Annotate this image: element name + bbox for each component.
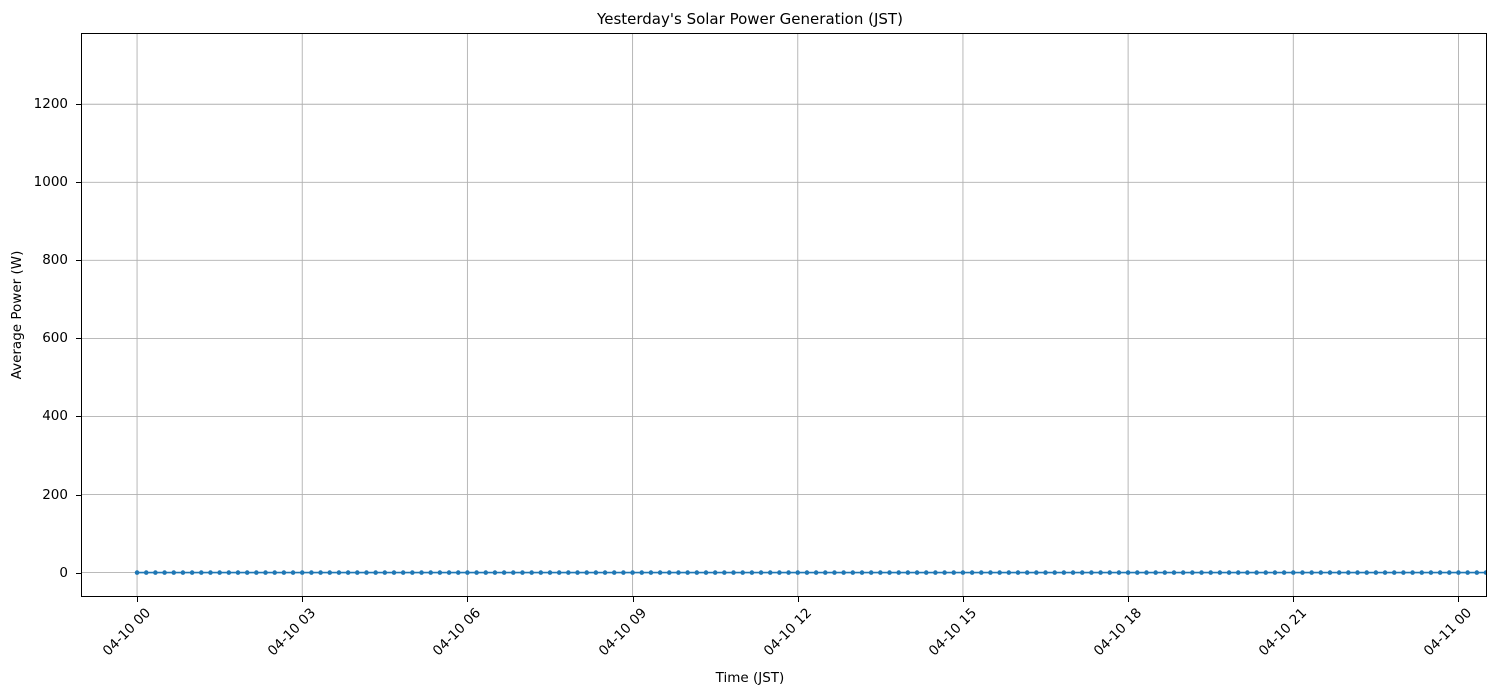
chart-title: Yesterday's Solar Power Generation (JST): [597, 10, 903, 28]
y-tick-mark: [76, 104, 81, 106]
y-tick-mark: [76, 182, 81, 184]
x-tick-label: 04-11 00: [1421, 605, 1476, 660]
x-tick-mark: [467, 597, 469, 602]
y-axis-label: Average Power (W): [9, 250, 25, 380]
x-tick-label: 04-10 00: [99, 605, 155, 660]
y-tick-label: 0: [59, 564, 68, 581]
x-tick-mark: [1458, 597, 1460, 602]
y-tick-mark: [76, 416, 81, 418]
y-tick-label: 200: [42, 486, 68, 503]
y-tick-mark: [76, 572, 81, 574]
power-series-line: [136, 571, 1486, 574]
x-tick-mark: [137, 597, 139, 602]
x-tick-label: 04-10 21: [1256, 605, 1311, 660]
x-tick-label: 04-10 06: [430, 605, 485, 660]
x-tick-label: 04-10 12: [760, 605, 815, 660]
x-tick-mark: [1293, 597, 1295, 602]
x-tick-label: 04-10 03: [265, 605, 320, 660]
y-tick-label: 400: [42, 408, 68, 425]
power-series-markers: [134, 570, 1486, 575]
x-tick-mark: [797, 597, 799, 602]
plot-area: [81, 33, 1487, 597]
x-tick-mark: [632, 597, 634, 602]
x-tick-mark: [1128, 597, 1130, 602]
y-tick-mark: [76, 338, 81, 340]
x-axis-label: Time (JST): [715, 670, 785, 686]
x-tick-mark: [302, 597, 304, 602]
y-tick-label: 800: [42, 252, 68, 269]
plot-svg: [82, 34, 1486, 596]
y-tick-label: 1200: [33, 96, 68, 113]
y-tick-mark: [76, 494, 81, 496]
y-tick-label: 600: [42, 330, 68, 347]
y-tick-mark: [76, 260, 81, 262]
grid-lines: [82, 34, 1486, 596]
x-tick-label: 04-10 15: [925, 605, 980, 660]
x-tick-mark: [962, 597, 964, 602]
y-tick-label: 1000: [33, 174, 68, 191]
x-tick-label: 04-10 09: [595, 605, 650, 660]
x-tick-label: 04-10 18: [1090, 605, 1146, 660]
